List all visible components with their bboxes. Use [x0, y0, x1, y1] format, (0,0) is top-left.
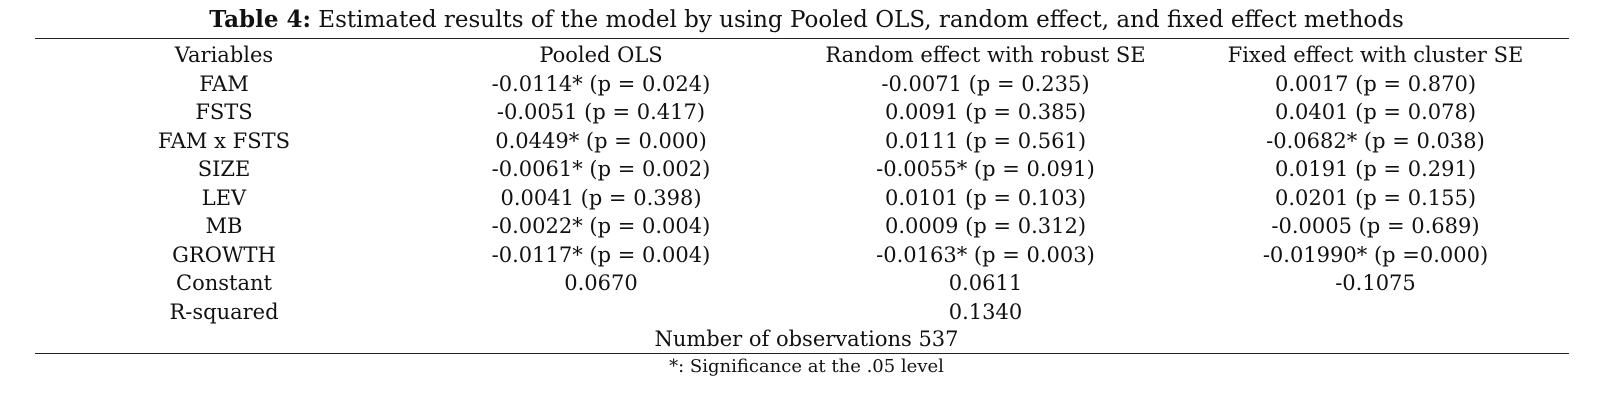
table-row: FAM -0.0114* (p = 0.024) -0.0071 (p = 0.…: [35, 70, 1569, 99]
cell-fixed-effect: -0.0682* (p = 0.038): [1266, 128, 1485, 153]
table-row: SIZE -0.0061* (p = 0.002) -0.0055* (p = …: [35, 155, 1569, 184]
cell-random-effect: -0.0055* (p = 0.091): [876, 157, 1095, 181]
table-row: FAM x FSTS 0.0449* (p = 0.000) 0.0111 (p…: [35, 127, 1569, 156]
table-row: FSTS -0.0051 (p = 0.417) 0.0091 (p = 0.3…: [35, 98, 1569, 127]
cell-pooled-ols: 0.0449* (p = 0.000): [495, 128, 707, 153]
table-row: MB -0.0022* (p = 0.004) 0.0009 (p = 0.31…: [35, 212, 1569, 241]
table-caption-label: Table 4:: [209, 6, 311, 33]
cell-fixed-effect: -0.01990* (p =0.000): [1262, 242, 1489, 267]
row-label: FAM: [199, 71, 249, 96]
cell-fixed-effect: -0.0005 (p = 0.689): [1271, 214, 1480, 238]
header-fixed-effect: Fixed effect with cluster SE: [1227, 43, 1524, 67]
cell-random-effect: 0.1340: [948, 299, 1023, 324]
observations-count: Number of observations 537: [654, 327, 959, 351]
header-variables: Variables: [174, 43, 274, 67]
cell-random-effect: -0.0163* (p = 0.003): [876, 242, 1095, 267]
cell-random-effect: 0.0101 (p = 0.103): [884, 185, 1087, 210]
row-label: GROWTH: [172, 242, 276, 267]
table-row: R-squared 0.1340: [35, 298, 1569, 327]
row-label: MB: [205, 214, 243, 238]
row-label: LEV: [201, 185, 247, 210]
table-caption: Table 4: Estimated results of the model …: [0, 6, 1613, 34]
row-label: R-squared: [169, 299, 279, 324]
bottom-rule: [35, 353, 1569, 354]
cell-pooled-ols: -0.0117* (p = 0.004): [491, 242, 711, 267]
table-row: LEV 0.0041 (p = 0.398) 0.0101 (p = 0.103…: [35, 184, 1569, 213]
significance-footnote: *: Significance at the .05 level: [669, 356, 944, 377]
table-caption-text: Estimated results of the model by using …: [310, 7, 1404, 33]
cell-pooled-ols: -0.0114* (p = 0.024): [491, 71, 711, 96]
cell-random-effect: 0.0611: [948, 271, 1023, 295]
cell-fixed-effect: 0.0401 (p = 0.078): [1274, 100, 1477, 124]
cell-pooled-ols: [413, 298, 789, 327]
cell-random-effect: 0.0111 (p = 0.561): [884, 128, 1087, 153]
row-label: Constant: [176, 271, 272, 295]
row-label: FAM x FSTS: [158, 128, 290, 153]
header-random-effect: Random effect with robust SE: [825, 43, 1146, 67]
row-label: FSTS: [195, 100, 253, 124]
cell-fixed-effect: 0.0017 (p = 0.870): [1274, 71, 1477, 96]
row-label: SIZE: [197, 157, 251, 181]
cell-pooled-ols: 0.0670: [564, 271, 638, 295]
cell-pooled-ols: -0.0061* (p = 0.002): [491, 157, 711, 181]
cell-fixed-effect: 0.0191 (p = 0.291): [1274, 157, 1477, 181]
cell-random-effect: 0.0009 (p = 0.312): [884, 214, 1087, 238]
cell-pooled-ols: 0.0041 (p = 0.398): [500, 185, 702, 210]
cell-fixed-effect: -0.1075: [1335, 271, 1416, 295]
table-row: GROWTH -0.0117* (p = 0.004) -0.0163* (p …: [35, 241, 1569, 270]
cell-pooled-ols: -0.0051 (p = 0.417): [496, 100, 706, 124]
cell-fixed-effect: 0.0201 (p = 0.155): [1274, 185, 1477, 210]
cell-random-effect: 0.0091 (p = 0.385): [884, 100, 1087, 124]
cell-fixed-effect: [1182, 298, 1569, 327]
results-table: Variables Pooled OLS Random effect with …: [35, 41, 1569, 326]
cell-random-effect: -0.0071 (p = 0.235): [881, 71, 1090, 96]
cell-pooled-ols: -0.0022* (p = 0.004): [491, 214, 711, 238]
top-rule: [35, 38, 1569, 39]
header-pooled-ols: Pooled OLS: [539, 43, 663, 67]
header-row: Variables Pooled OLS Random effect with …: [35, 41, 1569, 70]
table-row: Constant 0.0670 0.0611 -0.1075: [35, 269, 1569, 298]
